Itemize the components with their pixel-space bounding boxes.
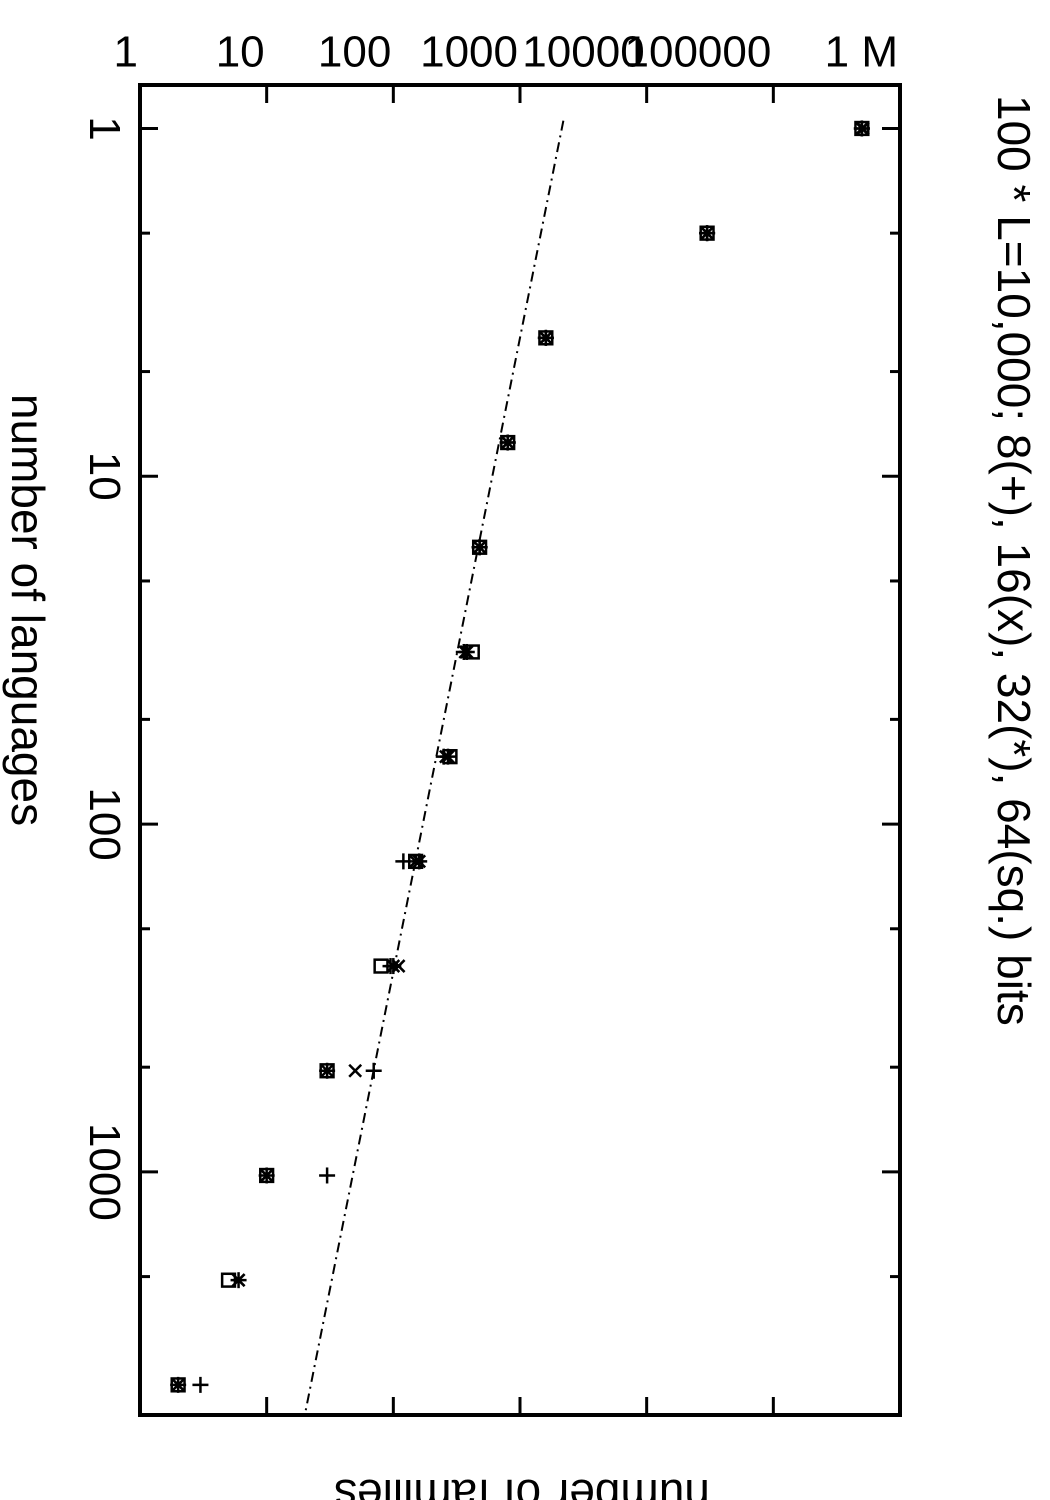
y-tick-label: 100000 (625, 28, 772, 77)
data-points (170, 120, 870, 1392)
x-tick-label: 100 (80, 787, 129, 860)
y-tick-label: 1 (114, 28, 138, 77)
x-axis-label: number of languages (2, 394, 54, 826)
fit-line (305, 121, 564, 1415)
data-point-cross (349, 1065, 361, 1077)
y-tick-label: 100 (318, 28, 391, 77)
y-axis-label: number of families (334, 1470, 710, 1500)
x-tick-label: 1 (80, 116, 129, 140)
fit-line-group (305, 121, 564, 1415)
y-tick-label: 10 (216, 28, 265, 77)
y-tick-label: 1000 (420, 28, 518, 77)
data-point-plus (366, 1063, 382, 1079)
plot-frame (140, 85, 900, 1415)
x-tick-label: 1000 (80, 1123, 129, 1221)
data-point-plus (192, 1377, 208, 1393)
chart-title: 100 * L=10,000; 8(+), 16(x), 32(*), 64(s… (988, 95, 1040, 1026)
axes (140, 85, 900, 1415)
y-tick-label: 1 M (825, 28, 898, 77)
data-point-plus (319, 1167, 335, 1183)
x-tick-label: 10 (80, 452, 129, 501)
